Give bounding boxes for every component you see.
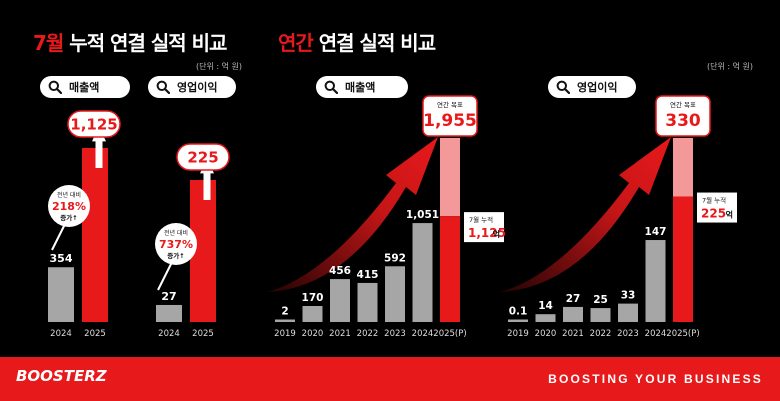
annual-sales-growth-arrow [267, 137, 438, 292]
monthly-op-pill: 영업이익 [148, 76, 236, 98]
annual-sales-value-2024: 1,051 [406, 209, 439, 221]
annual-sales-tick-2022: 2022 [357, 329, 379, 339]
annual-sales-value-2022: 415 [357, 269, 379, 281]
monthly-sales-growth-pct: 218% [52, 200, 86, 213]
monthly-sales-value-2025-bubble [67, 110, 121, 138]
annual-op-ytd-label: 7월 누적 [702, 196, 726, 205]
monthly-unit-note: (단위 : 억 원) [196, 62, 243, 71]
monthly-sales-growth-line3: 증가↑ [60, 213, 77, 222]
annual-op-target-value: 330 [665, 111, 701, 131]
brand-logo: BOOSTERZ [16, 367, 107, 385]
annual-sales-tick-2020: 2020 [302, 329, 324, 339]
annual-sales-tick-2024: 2024 [412, 329, 434, 339]
monthly-op-value-2024: 27 [161, 290, 176, 303]
annual-section-title: 연간 연결 실적 비교 [278, 31, 436, 55]
annual-op-value-2024: 147 [645, 226, 667, 238]
monthly-sales-tick-2025: 2025 [84, 329, 106, 339]
annual-op-tick-2021: 2021 [562, 329, 584, 339]
annual-op-bar-2024 [645, 240, 666, 322]
search-icon [324, 80, 338, 94]
annual-sales-bar-2022 [357, 282, 378, 322]
footer-slogan: BOOSTING YOUR BUSINESS [548, 372, 763, 386]
monthly-sales-bar-2025 [82, 148, 108, 322]
annual-sales-bar-target-remaining [440, 138, 460, 217]
annual-op-target-label: 연간 목표 [670, 100, 696, 109]
annual-op-tick-2025(P): 2025(P) [666, 329, 699, 339]
monthly-op-growth-line3: 증가↑ [167, 251, 184, 260]
annual-sales-bar-ytd [440, 216, 460, 322]
annual-sales-value-2020: 170 [302, 292, 324, 304]
annual-op-growth-arrow [500, 137, 671, 292]
annual-sales-target-value: 1,955 [423, 111, 477, 131]
annual-op-tick-2024: 2024 [645, 329, 667, 339]
monthly-op-tick-2024: 2024 [158, 329, 180, 339]
annual-op-tick-2019: 2019 [507, 329, 529, 339]
annual-sales-ytd-label: 7월 누적 [469, 215, 493, 224]
annual-op-bar-2020 [535, 314, 556, 322]
monthly-sales-value-2024: 354 [50, 252, 73, 265]
annual-op-bar-ytd [673, 196, 693, 322]
annual-sales-bar-2021 [330, 279, 350, 322]
annual-op-tick-2023: 2023 [617, 329, 639, 339]
monthly-sales-growth-badge [48, 185, 90, 227]
annual-op-value-2019: 0.1 [509, 306, 528, 318]
annual-op-ytd-note [697, 192, 737, 223]
monthly-op-growth-pointer [157, 261, 173, 291]
annual-sales-tick-2025(P): 2025(P) [433, 329, 466, 339]
monthly-op-bar-2024 [156, 304, 182, 322]
annual-sales-target-bubble [422, 95, 478, 137]
monthly-sales-bar-2024 [48, 267, 74, 322]
monthly-op-growth-badge [155, 223, 197, 265]
annual-sales-pill: 매출액 [316, 76, 408, 98]
annual-op-pill: 영업이익 [548, 76, 636, 98]
annual-op-value-2023: 33 [621, 290, 636, 302]
annual-sales-tick-2021: 2021 [329, 329, 351, 339]
annual-op-ytd-unit: 억 [726, 210, 733, 220]
monthly-sales-value-2025: 1,125 [70, 115, 117, 133]
monthly-op-growth-line1: 전년 대비 [164, 229, 188, 237]
annual-op-bar-target-remaining [673, 138, 693, 197]
annual-sales-ytd-note [464, 212, 504, 243]
annual-sales-tick-2019: 2019 [274, 329, 296, 339]
annual-sales-ytd-value: 1,125 [468, 226, 506, 240]
search-icon [48, 80, 62, 94]
annual-sales-value-2023: 592 [384, 252, 406, 264]
annual-op-bar-2019 [508, 319, 528, 322]
annual-sales-bar-2019 [275, 319, 295, 322]
footer-band: BOOSTERZ BOOSTING YOUR BUSINESS [0, 357, 780, 401]
annual-unit-note: (단위 : 억 원) [707, 62, 754, 71]
annual-sales-bar-2024 [412, 223, 433, 322]
monthly-sales-tick-2024: 2024 [50, 329, 72, 339]
annual-sales-ytd-unit: 억 [493, 229, 500, 239]
monthly-section-title: 7월 누적 연결 실적 비교 [33, 31, 227, 55]
annual-op-bar-2022 [590, 308, 611, 322]
monthly-op-value-2025: 225 [187, 148, 218, 166]
annual-sales-bar-2020 [302, 306, 323, 322]
annual-op-bar-2023 [618, 303, 638, 322]
annual-sales-bar-2023 [385, 266, 405, 322]
annual-op-target-bubble [655, 95, 711, 137]
annual-op-value-2021: 27 [566, 293, 581, 305]
annual-sales-value-2019: 2 [281, 306, 288, 318]
monthly-op-tick-2025: 2025 [192, 329, 214, 339]
annual-sales-tick-2023: 2023 [384, 329, 406, 339]
annual-op-tick-2020: 2020 [535, 329, 557, 339]
annual-op-value-2022: 25 [593, 294, 608, 306]
annual-op-ytd-value: 225 [701, 207, 726, 221]
annual-op-tick-2022: 2022 [590, 329, 612, 339]
monthly-sales-growth-line1: 전년 대비 [57, 191, 81, 199]
annual-op-value-2020: 14 [538, 300, 553, 312]
monthly-sales-growth-pointer [51, 223, 66, 251]
annual-op-bar-2021 [563, 306, 583, 322]
monthly-op-value-2025-bubble [176, 143, 230, 171]
search-icon [156, 80, 170, 94]
monthly-op-growth-pct: 737% [159, 238, 193, 251]
annual-sales-value-2021: 456 [329, 265, 351, 277]
monthly-sales-pill: 매출액 [40, 76, 130, 98]
annual-sales-target-label: 연간 목표 [437, 100, 463, 109]
search-icon [556, 80, 570, 94]
